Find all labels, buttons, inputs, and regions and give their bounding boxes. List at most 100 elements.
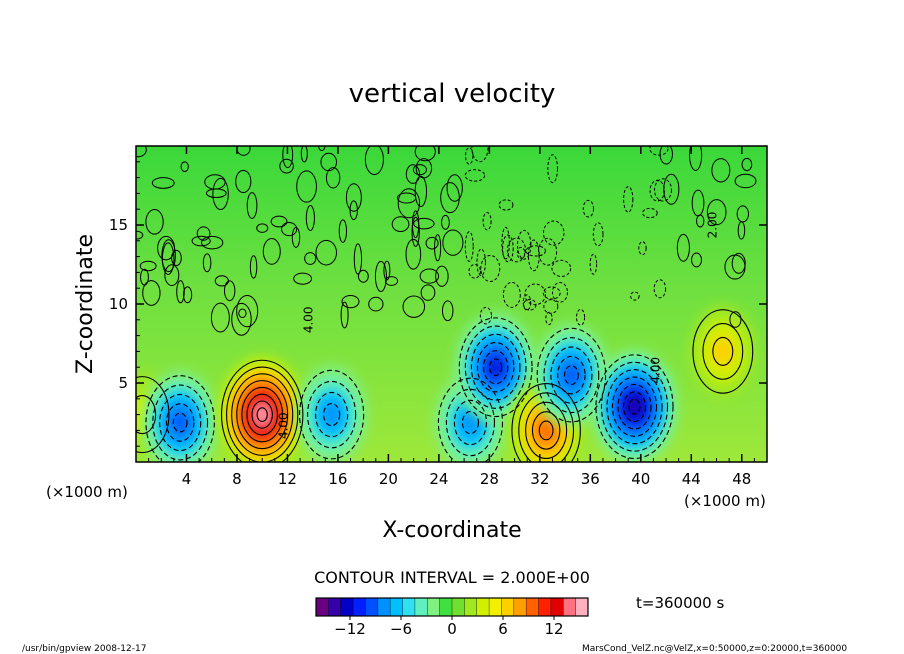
turbulent-contour: [592, 222, 604, 247]
turbulent-contour: [270, 215, 288, 228]
contour-2-8: [256, 407, 268, 422]
colorbar-swatch: [513, 598, 527, 616]
x-tick-label: 24: [429, 470, 448, 488]
turbulent-contour: [582, 199, 595, 218]
turbulent-contour: [545, 311, 553, 326]
turbulent-contour: [676, 233, 690, 262]
turbulent-contour: [731, 252, 746, 274]
turbulent-contour: [441, 214, 450, 230]
turbulent-contour: [420, 284, 436, 301]
turbulent-contour: [479, 306, 493, 325]
turbulent-contour: [384, 276, 399, 286]
contour-0-2: [136, 395, 157, 435]
turbulent-contour: [210, 302, 230, 333]
contour-interval: CONTOUR INTERVAL = 2.000E+00: [314, 568, 590, 587]
turbulent-contour: [411, 210, 420, 239]
turbulent-contour: [425, 236, 439, 250]
x-tick-label: 8: [232, 470, 242, 488]
footer-right: MarsCond_VelZ.nc@VelZ,x=0:50000,z=0:2000…: [582, 644, 847, 654]
contour-8-4: [611, 376, 658, 437]
turbulent-contour: [434, 234, 442, 262]
x-tick-label: 48: [732, 470, 751, 488]
plot-area: 4.00 4.00 2.00 4.00: [136, 146, 767, 462]
contour-7-2: [543, 337, 600, 414]
x-tick-label: 28: [480, 470, 499, 488]
turbulent-contour: [435, 265, 449, 287]
contour-8-2: [600, 361, 669, 452]
contour-7-4: [557, 355, 586, 395]
contour-7-1: [536, 327, 607, 423]
turbulent-contour: [383, 260, 391, 281]
turbulent-contour: [305, 205, 315, 232]
turbulent-contour: [480, 254, 501, 282]
contour-4-2: [445, 388, 496, 457]
turbulent-contour: [341, 294, 360, 309]
turbulent-contour: [649, 179, 665, 202]
turbulent-contour: [638, 241, 647, 256]
turbulent-contour: [543, 299, 559, 314]
colorbar-swatch: [501, 598, 515, 616]
colorbar-swatch: [550, 598, 564, 616]
turbulent-contour: [517, 229, 532, 260]
contour-labels: 4.00 4.00 2.00 4.00: [276, 212, 719, 439]
x-tick-label: 20: [379, 470, 398, 488]
x-axis-label: X-coordinate: [382, 518, 521, 543]
contour-8-6: [622, 391, 647, 423]
turbulent-contour: [442, 229, 464, 256]
turbulent-contour: [353, 243, 363, 275]
contour-6-2: [518, 392, 575, 462]
x-tick-label: 16: [328, 470, 347, 488]
turbulent-contour: [446, 174, 463, 202]
contour-5-2: [464, 325, 527, 409]
velocity-cell-4-level-4: [461, 410, 480, 435]
colorbar-swatch: [390, 598, 404, 616]
colorbar-swatch: [476, 598, 490, 616]
turbulent-contour: [296, 170, 317, 203]
colorbar-swatch: [328, 598, 342, 616]
turbulent-contour: [140, 268, 149, 286]
turbulent-contour: [151, 177, 175, 189]
contour-8-7: [628, 398, 641, 415]
turbulent-contour: [414, 146, 436, 162]
contour-9-2: [702, 323, 744, 380]
colorbar-swatch: [402, 598, 416, 616]
contour-4-1: [437, 377, 504, 462]
turbulent-contour: [281, 222, 298, 237]
turbulent-contour: [501, 226, 510, 260]
turbulent-contour: [282, 146, 294, 169]
colorbar-swatch: [452, 598, 465, 616]
turbulent-contour: [413, 217, 435, 230]
contour-8-5: [617, 383, 652, 430]
contour-8-1: [595, 354, 674, 460]
turbulent-contour: [180, 161, 189, 172]
colorbar-swatch: [365, 598, 379, 616]
contour-label: 4.00: [302, 306, 316, 333]
colorbar-swatch: [526, 598, 540, 616]
turbulent-contour: [357, 269, 369, 283]
turbulent-contour: [315, 239, 337, 266]
turbulent-contour: [397, 188, 421, 219]
y-axis-label: Z-coordinate: [73, 234, 98, 374]
contour-1-3: [159, 393, 202, 452]
x-tick-label: 12: [278, 470, 297, 488]
x-tick-label: 40: [631, 470, 650, 488]
turbulent-contour: [412, 164, 427, 176]
x-tick-label: 32: [530, 470, 549, 488]
contour-9-1: [692, 309, 754, 394]
turbulent-contour: [182, 286, 193, 304]
turbulent-contour: [551, 259, 572, 277]
turbulent-contour: [325, 167, 341, 189]
turbulent-contour: [663, 173, 680, 205]
contour-label: 2.00: [706, 212, 720, 239]
turbulent-contour: [139, 260, 157, 272]
contour-label: 4.00: [276, 412, 290, 439]
contour-2-6: [246, 393, 279, 436]
velocity-cell-5-level-6: [488, 358, 503, 377]
colorbar-swatch: [316, 598, 329, 616]
contour-5-4: [476, 341, 515, 393]
turbulent-contour: [171, 249, 182, 267]
colorbar-tick-label: −12: [334, 620, 366, 638]
contour-1-5: [172, 412, 188, 433]
turbulent-contour: [246, 192, 258, 219]
contour-1-2: [152, 384, 209, 461]
